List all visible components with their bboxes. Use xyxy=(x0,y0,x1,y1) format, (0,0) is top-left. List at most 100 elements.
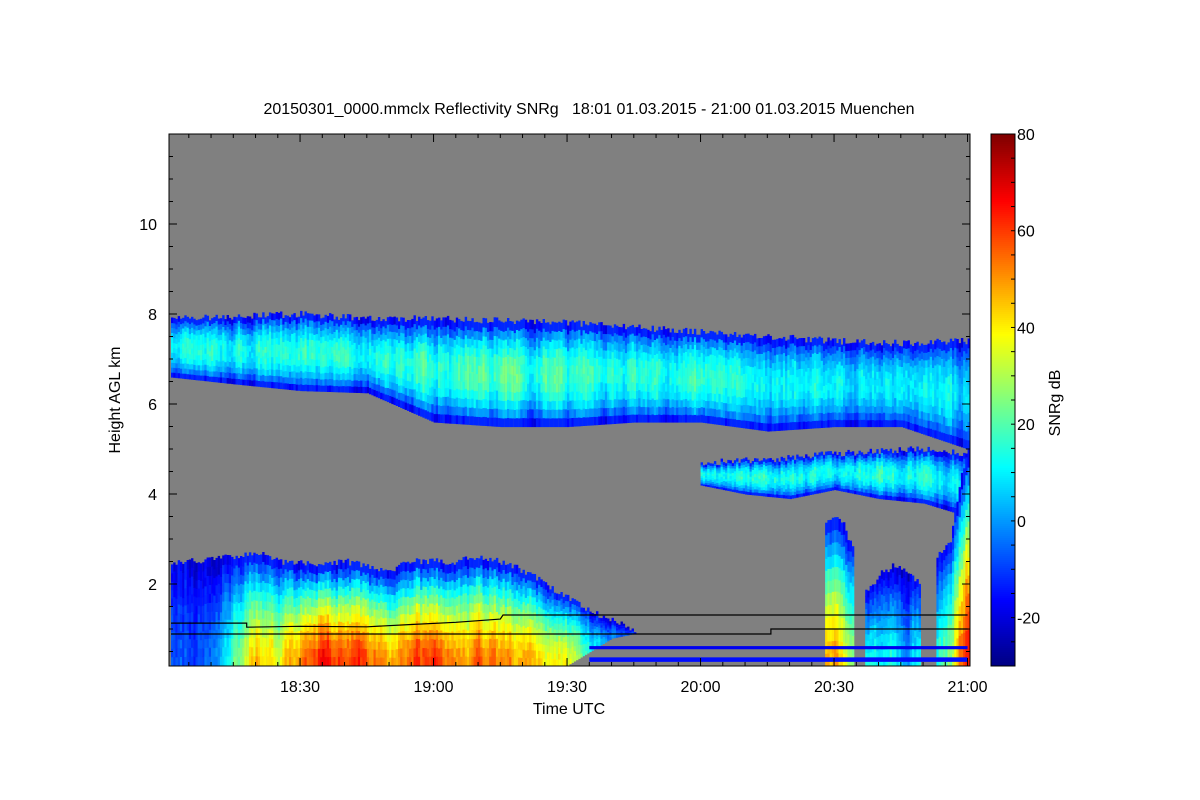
heatmap-cell xyxy=(331,327,334,335)
heatmap-cell xyxy=(286,327,290,335)
heatmap-cell xyxy=(676,333,679,341)
heatmap-cell xyxy=(880,413,884,421)
heatmap-cell xyxy=(369,361,372,369)
heatmap-cell xyxy=(596,383,599,392)
heatmap-cell xyxy=(827,345,830,354)
heatmap-cell xyxy=(357,350,361,357)
heatmap-cell xyxy=(584,358,588,367)
heatmap-cell xyxy=(562,328,565,338)
heatmap-cell xyxy=(542,328,545,338)
heatmap-cell xyxy=(932,367,935,376)
heatmap-cell xyxy=(649,376,652,385)
heatmap-cell xyxy=(311,365,314,373)
heatmap-cell xyxy=(671,328,674,337)
heatmap-cell xyxy=(760,376,763,385)
heatmap-cell xyxy=(711,362,715,371)
heatmap-cell xyxy=(880,345,884,353)
heatmap-cell xyxy=(320,318,323,325)
heatmap-cell xyxy=(542,399,545,410)
heatmap-cell xyxy=(602,358,606,367)
heatmap-cell xyxy=(740,382,743,391)
heatmap-cell xyxy=(538,365,541,375)
heatmap-cell xyxy=(491,356,494,366)
heatmap-cell xyxy=(271,325,274,333)
heatmap-cell xyxy=(736,469,739,473)
heatmap-cell xyxy=(333,379,336,387)
heatmap-cell xyxy=(818,455,821,460)
heatmap-cell xyxy=(366,323,370,330)
heatmap-cell xyxy=(722,475,726,479)
heatmap-cell xyxy=(335,329,338,336)
heatmap-cell xyxy=(954,426,957,437)
heatmap-cell xyxy=(273,326,276,333)
heatmap-cell xyxy=(778,384,781,393)
heatmap-cell xyxy=(700,479,703,482)
heatmap-cell xyxy=(246,339,250,346)
heatmap-cell xyxy=(911,395,915,403)
heatmap-cell xyxy=(527,331,530,341)
heatmap-cell xyxy=(880,358,884,367)
heatmap-cell xyxy=(248,328,252,335)
heatmap-cell xyxy=(731,388,735,397)
heatmap-cell xyxy=(257,323,261,330)
heatmap-cell xyxy=(431,342,434,352)
heatmap-cell xyxy=(569,408,572,419)
heatmap-cell xyxy=(949,425,953,435)
heatmap-cell xyxy=(945,376,948,386)
heatmap-cell xyxy=(751,491,755,496)
heatmap-cell xyxy=(889,399,893,407)
heatmap-cell xyxy=(304,311,307,319)
heatmap-cell xyxy=(509,347,512,357)
heatmap-cell xyxy=(885,357,888,365)
heatmap-cell xyxy=(607,349,610,359)
heatmap-cell xyxy=(415,398,419,408)
heatmap-cell xyxy=(774,479,777,483)
heatmap-cell xyxy=(811,405,815,414)
heatmap-cell xyxy=(796,354,799,363)
heatmap-cell xyxy=(582,347,585,357)
heatmap-cell xyxy=(188,363,192,370)
heatmap-cell xyxy=(400,339,403,348)
heatmap-cell xyxy=(538,356,541,366)
heatmap-cell xyxy=(173,362,176,368)
heatmap-cell xyxy=(678,391,681,400)
heatmap-cell xyxy=(446,342,450,353)
heatmap-cell xyxy=(651,349,654,359)
heatmap-cell xyxy=(302,353,305,360)
heatmap-cell xyxy=(711,339,715,348)
heatmap-cell xyxy=(404,343,407,352)
heatmap-cell xyxy=(800,489,804,494)
heatmap-cell xyxy=(667,328,670,337)
heatmap-cell xyxy=(469,407,472,417)
heatmap-cell xyxy=(420,351,423,360)
heatmap-cell xyxy=(676,384,679,393)
heatmap-cell xyxy=(395,376,399,384)
heatmap-cell xyxy=(851,398,855,407)
heatmap-cell xyxy=(540,400,543,410)
heatmap-cell xyxy=(527,383,530,393)
heatmap-cell xyxy=(680,392,683,401)
heatmap-cell xyxy=(547,383,550,393)
heatmap-cell xyxy=(916,349,919,358)
heatmap-cell xyxy=(484,336,488,346)
heatmap-cell xyxy=(464,379,468,389)
heatmap-cell xyxy=(435,396,439,406)
heatmap-cell xyxy=(433,379,436,389)
heatmap-cell xyxy=(789,467,792,472)
heatmap-cell xyxy=(880,392,884,401)
heatmap-cell xyxy=(707,370,710,379)
heatmap-cell xyxy=(549,358,552,368)
heatmap-cell xyxy=(406,402,410,411)
heatmap-cell xyxy=(949,416,953,427)
heatmap-cell xyxy=(317,359,321,367)
heatmap-cell xyxy=(293,377,296,384)
heatmap-cell xyxy=(716,474,719,478)
heatmap-cell xyxy=(644,406,648,415)
heatmap-cell xyxy=(885,405,888,414)
heatmap-cell xyxy=(874,406,877,414)
heatmap-cell xyxy=(836,364,839,372)
heatmap-cell xyxy=(722,417,726,426)
heatmap-cell xyxy=(244,357,247,364)
heatmap-cell xyxy=(253,379,256,387)
heatmap-cell xyxy=(945,384,948,394)
